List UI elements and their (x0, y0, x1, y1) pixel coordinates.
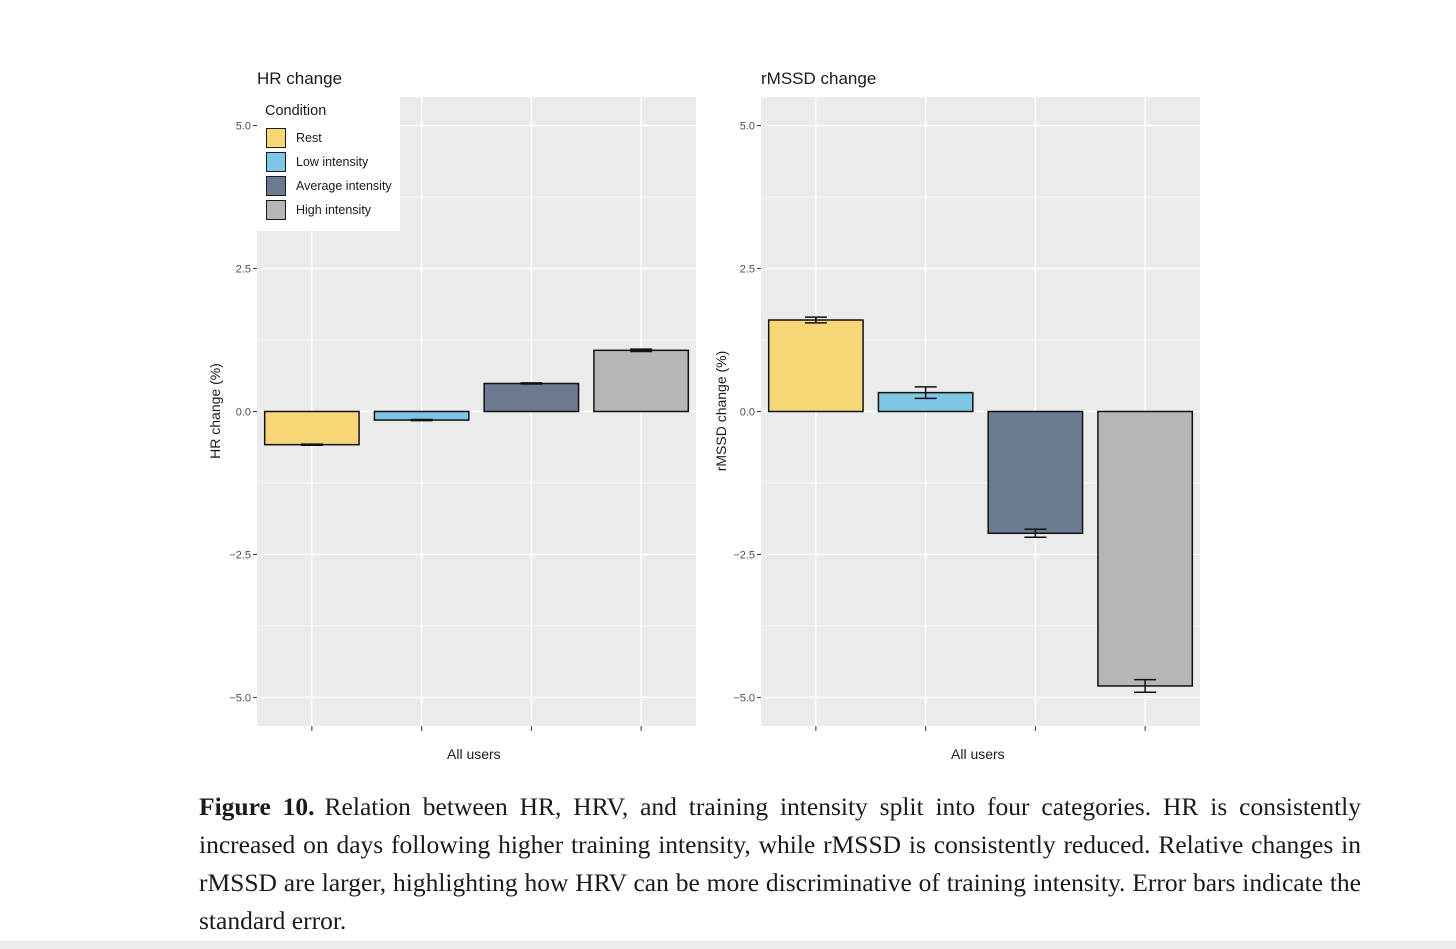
legend-label-low-intensity: Low intensity (296, 155, 369, 169)
legend-title: Condition (265, 103, 327, 119)
bottom-strip (0, 941, 1456, 949)
rmssd-x-axis-label: All users (951, 746, 1005, 762)
legend-label-high-intensity: High intensity (296, 203, 372, 217)
legend: Condition Rest Low intensity Average int… (257, 97, 400, 231)
legend-item-low-intensity: Low intensity (265, 152, 400, 175)
hr-chart-title: HR change (257, 69, 343, 88)
legend-item-rest: Rest (265, 128, 400, 151)
figure-number: Figure 10. (199, 792, 315, 821)
rmssd-y-axis-label: rMSSD change (%) (713, 350, 729, 472)
hr-error-bar-low-intensity (410, 418, 433, 422)
legend-label-average-intensity: Average intensity (296, 179, 392, 193)
hr-y-tick-label: 0.0 (236, 407, 251, 419)
legend-label-rest: Rest (296, 131, 322, 145)
legend-swatch-average-intensity (266, 176, 286, 196)
hr-y-tick-label: −2.5 (229, 549, 251, 561)
figure-caption: Figure 10. Relation between HR, HRV, and … (199, 788, 1361, 940)
hr-bar-rest (263, 410, 360, 446)
legend-item-average-intensity: Average intensity (265, 176, 400, 199)
hr-error-bar-average-intensity (520, 382, 543, 385)
hr-y-tick-label: −5.0 (229, 692, 251, 704)
hr-y-tick-label: 2.5 (236, 264, 251, 276)
legend-swatch-low-intensity (266, 152, 286, 172)
hr-y-tick-label: 5.0 (236, 121, 251, 133)
legend-swatch-rest (266, 128, 286, 148)
hr-x-axis-label: All users (447, 746, 501, 762)
rmssd-chart-title: rMSSD change (761, 69, 877, 88)
hr-error-bar-rest (300, 443, 323, 446)
legend-swatch-high-intensity (266, 200, 286, 220)
caption-text: Relation between HR, HRV, and training i… (199, 792, 1361, 935)
legend-item-high-intensity: High intensity (265, 200, 400, 223)
hr-bar-high-intensity (593, 349, 690, 413)
hr-bar-average-intensity (483, 382, 580, 413)
hr-error-bar-high-intensity (630, 348, 653, 353)
